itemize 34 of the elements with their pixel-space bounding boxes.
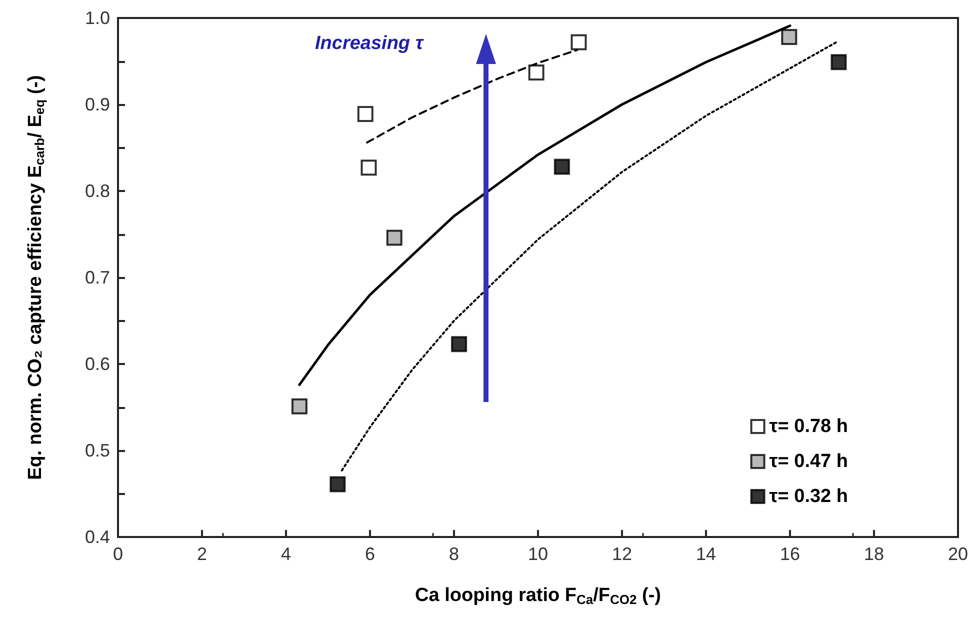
point	[554, 158, 570, 175]
y-axis-title: Eq. norm. CO₂ capture efficiency Ecarb/ Eeq (-)	[25, 75, 47, 480]
legend-label: τ= 0.78 h	[769, 416, 848, 437]
x-tick-label: 6	[364, 544, 376, 564]
x-tick-label: 16	[780, 544, 800, 564]
point	[781, 29, 798, 46]
point	[451, 336, 468, 352]
x-tick-label: 8	[448, 544, 460, 564]
x-tick-label: 4	[280, 544, 292, 564]
y-tick-label: 0.4	[84, 527, 110, 547]
y-tick-label: 0.5	[84, 440, 110, 460]
point	[570, 34, 587, 50]
point	[291, 398, 308, 414]
y-tick-label: 0.6	[84, 354, 110, 374]
point	[386, 230, 402, 246]
x-tick-label: 2	[196, 544, 208, 564]
point	[330, 476, 346, 492]
y-tick-label: 0.7	[84, 268, 110, 288]
point	[528, 64, 544, 80]
legend-label: τ= 0.47 h	[769, 451, 848, 472]
x-tick-label: 0	[112, 544, 124, 564]
x-tick-label: 14	[696, 544, 716, 564]
x-tick-label: 12	[612, 544, 632, 564]
point	[357, 106, 374, 122]
point	[830, 54, 847, 70]
y-tick-label: 1.0	[84, 8, 110, 28]
annotation: Increasing τ	[315, 33, 424, 54]
y-tick-label: 0.9	[84, 94, 110, 114]
x-tick-label: 18	[864, 544, 884, 564]
legend-label: τ= 0.32 h	[769, 486, 848, 507]
y-tick-label: 0.8	[84, 181, 110, 201]
point	[360, 160, 377, 176]
x-tick-label: 20	[948, 544, 968, 564]
x-tick-label: 10	[528, 544, 548, 564]
